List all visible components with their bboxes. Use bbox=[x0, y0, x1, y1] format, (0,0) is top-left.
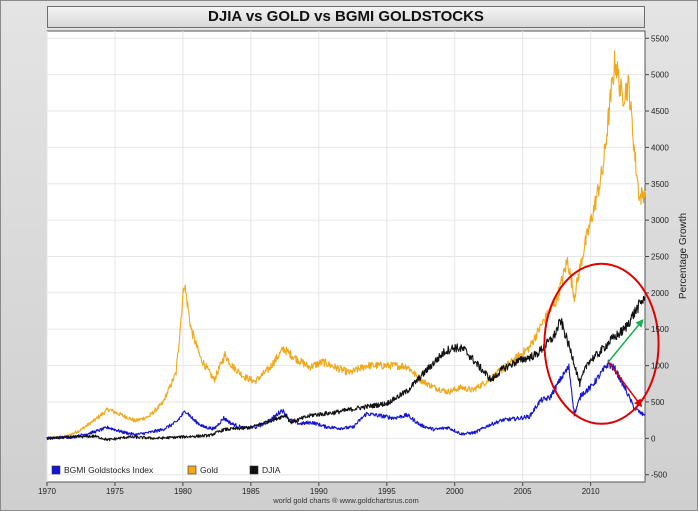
x-tick-label: 1995 bbox=[378, 487, 396, 496]
y-tick-label: 5000 bbox=[651, 71, 669, 80]
grid-layer bbox=[46, 31, 645, 482]
y-tick-label: 4000 bbox=[651, 143, 669, 152]
y-tick-label: -500 bbox=[651, 471, 668, 480]
y-tick-label: 5500 bbox=[651, 34, 669, 43]
y-tick-label: 1000 bbox=[651, 362, 669, 371]
chart-credit: world gold charts ® www.goldchartsrus.co… bbox=[272, 496, 419, 505]
legend: BGMI Goldstocks Index Gold DJIA bbox=[51, 465, 281, 475]
legend-swatch bbox=[249, 465, 259, 475]
annotation-layer bbox=[543, 262, 660, 425]
y-tick-label: 4500 bbox=[651, 107, 669, 116]
series-line-bgmi-goldstocks-index bbox=[46, 359, 646, 441]
x-tick-label: 1985 bbox=[242, 487, 260, 496]
y-tick-label: 0 bbox=[651, 434, 656, 443]
legend-label: BGMI Goldstocks Index bbox=[64, 465, 154, 475]
y-tick-label: 1500 bbox=[651, 325, 669, 334]
y-tick-label: 2000 bbox=[651, 289, 669, 298]
x-tick-label: 1990 bbox=[310, 487, 328, 496]
y-tick-label: 2500 bbox=[651, 253, 669, 262]
chart-title: DJIA vs GOLD vs BGMI GOLDSTOCKS bbox=[47, 6, 645, 28]
x-tick-label: 2005 bbox=[514, 487, 532, 496]
down-arrow bbox=[607, 361, 643, 408]
y-axis-label: Percentage Growth bbox=[678, 213, 689, 299]
up-arrow bbox=[607, 318, 644, 363]
x-tick-label: 1975 bbox=[106, 487, 124, 496]
legend-swatch bbox=[51, 465, 61, 475]
axis-layer: -500 0 500 1000 1500 2000 2500 3000 3500 4000 4500… bbox=[38, 34, 669, 496]
x-tick-label: 2010 bbox=[582, 487, 600, 496]
legend-swatch bbox=[187, 465, 197, 475]
y-tick-label: 3500 bbox=[651, 180, 669, 189]
highlight-circle bbox=[543, 262, 660, 425]
x-tick-label: 2000 bbox=[446, 487, 464, 496]
x-tick-label: 1980 bbox=[174, 487, 192, 496]
legend-label: DJIA bbox=[262, 465, 281, 475]
x-tick-label: 1970 bbox=[38, 487, 56, 496]
y-tick-label: 3000 bbox=[651, 216, 669, 225]
y-tick-label: 500 bbox=[651, 398, 665, 407]
legend-label: Gold bbox=[200, 465, 218, 475]
